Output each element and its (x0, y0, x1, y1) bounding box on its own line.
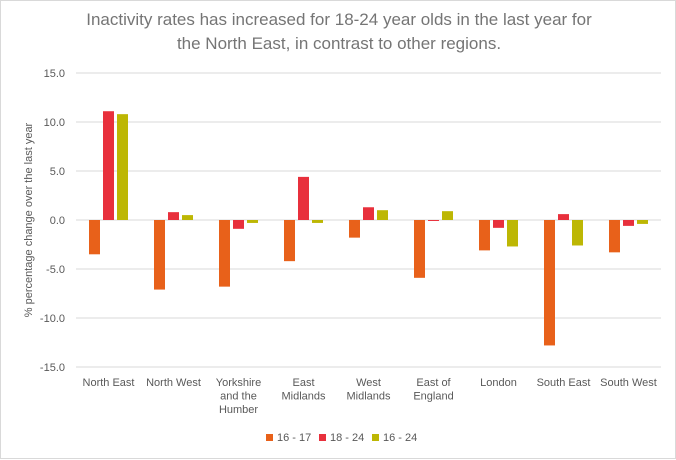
legend-swatch (372, 434, 379, 441)
bar (442, 211, 453, 220)
bar (298, 176, 309, 220)
x-category-label: North East (83, 377, 135, 389)
y-tick-label: 0.0 (50, 215, 65, 227)
bar (219, 220, 230, 287)
bar (233, 220, 244, 229)
bar (312, 220, 323, 223)
x-category-label: East of (416, 377, 451, 389)
bar (479, 220, 490, 251)
x-category-label: South East (537, 377, 591, 389)
bar (117, 114, 128, 220)
legend-swatch (319, 434, 326, 441)
bar (544, 220, 555, 346)
x-category-label: and the (220, 391, 257, 403)
bar (507, 220, 518, 247)
y-axis-title: % percentage change over the last year (23, 122, 35, 317)
bar (558, 214, 569, 220)
bar (247, 220, 258, 223)
x-category-label: South West (600, 377, 657, 389)
bar (572, 220, 583, 246)
bar (168, 212, 179, 220)
bar (637, 220, 648, 224)
x-category-label: North West (146, 377, 201, 389)
bar (182, 215, 193, 220)
x-category-label: Yorkshire (216, 377, 261, 389)
bar (103, 111, 114, 220)
bar (428, 220, 439, 221)
x-category-label: London (480, 377, 517, 389)
bar (414, 220, 425, 278)
legend-label: 16 - 24 (383, 432, 417, 444)
x-category-label: England (413, 391, 453, 403)
y-tick-label: 15.0 (44, 68, 65, 80)
legend-swatch (266, 434, 273, 441)
bar (377, 210, 388, 220)
y-tick-label: -10.0 (40, 313, 65, 325)
y-tick-label: -15.0 (40, 362, 65, 374)
chart-title-line: the North East, in contrast to other reg… (177, 34, 501, 53)
bar (363, 207, 374, 220)
x-category-label: Midlands (346, 391, 391, 403)
bar (623, 220, 634, 226)
legend-label: 16 - 17 (277, 432, 311, 444)
chart-title-line: Inactivity rates has increased for 18-24… (86, 10, 592, 29)
x-category-label: Humber (219, 404, 258, 416)
bar (493, 220, 504, 228)
bar (284, 220, 295, 262)
y-tick-label: 10.0 (44, 117, 65, 129)
bar (609, 220, 620, 253)
x-category-label: West (356, 377, 381, 389)
y-tick-label: -5.0 (46, 264, 65, 276)
bar (89, 220, 100, 255)
x-category-label: East (292, 377, 314, 389)
x-category-label: Midlands (281, 391, 326, 403)
bar (349, 220, 360, 238)
legend-label: 18 - 24 (330, 432, 364, 444)
bar (154, 220, 165, 290)
y-tick-label: 5.0 (50, 166, 65, 178)
